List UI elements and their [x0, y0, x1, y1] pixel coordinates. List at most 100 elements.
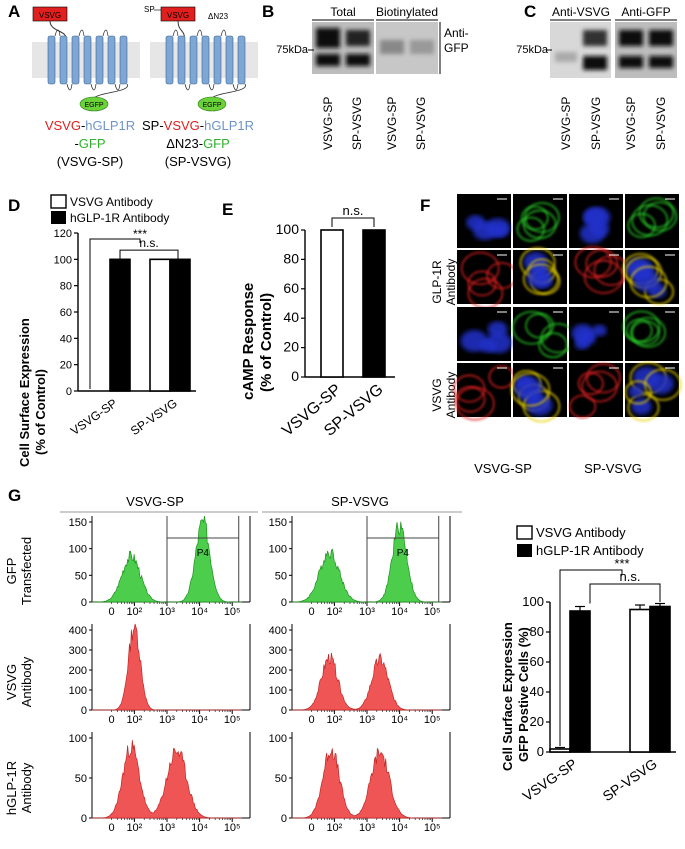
hist-x-tick-label: 10⁴	[391, 714, 408, 726]
panel-letter-g: G	[8, 486, 22, 505]
panel-letter-f: F	[420, 196, 431, 215]
micrograph-panel	[510, 363, 567, 423]
hist-x-tick-label: 10⁴	[191, 714, 208, 726]
hist-x-tick-label: 10⁴	[391, 822, 408, 834]
hist-x-tick-label: 0	[109, 606, 115, 618]
y-tick-label: 40	[283, 309, 299, 325]
membrane-stain	[453, 374, 486, 403]
vsvg-tag-left-label: VSVG	[39, 11, 61, 20]
membrane-stain	[524, 202, 560, 233]
hist-y-tick-label: 200	[269, 665, 287, 677]
legend-swatch-g-vsvg	[516, 525, 533, 540]
nucleus	[514, 377, 543, 400]
g-row3-label-2: Antibody	[19, 762, 34, 813]
bar	[569, 610, 591, 753]
bar	[169, 258, 191, 392]
micrograph-panel	[513, 247, 567, 304]
gate-label: P4	[197, 548, 210, 559]
part: SP-	[142, 118, 164, 133]
bar	[362, 229, 386, 378]
panel-letter-e: E	[222, 200, 234, 219]
panel-f-microscopy: GLP-1R Antibody VSVG Antibody VSVG-SP SP…	[430, 194, 682, 476]
receptor-diagram-right: SP VSVG ΔN23 EGFP SP-VSVG-hGLP1R ΔN23-GF…	[142, 5, 258, 169]
micrograph-panel	[453, 363, 515, 421]
bar	[149, 258, 171, 392]
y-tick-label: 20	[60, 360, 72, 372]
y-tick-label: 100	[522, 594, 544, 609]
y-tick-label: 20	[530, 714, 544, 729]
part: hGLP1R	[85, 118, 135, 133]
nucleus	[487, 321, 508, 338]
panel-d-bar-chart: VSVG Antibody hGLP-1R Antibody Cell Surf…	[17, 194, 196, 467]
hist-x-tick-label: 10²	[126, 822, 142, 834]
gate-label: P4	[397, 548, 410, 559]
panel-letter-b: B	[262, 2, 275, 21]
panel-letter-d: D	[8, 196, 21, 215]
hist-y-tick-label: 100	[69, 685, 87, 697]
histogram-area	[291, 747, 442, 819]
g-row1-label-1: GFP	[4, 558, 19, 585]
part: GFP	[203, 136, 230, 151]
egfp-left-label: EGFP	[84, 102, 103, 109]
histogram-area	[91, 740, 242, 819]
nucleus	[472, 221, 497, 241]
f-col-vsvg-sp: VSVG-SP	[474, 461, 532, 476]
bar	[649, 605, 671, 753]
hist-y-tick-label: 150	[69, 517, 87, 529]
hist-x-tick-label: 0	[109, 822, 115, 834]
receptor-diagram-left: VSVG EGFP VSVG-hGLP1R -GFP (VSVG-SP)	[32, 6, 140, 169]
membrane-stain	[642, 201, 678, 232]
panel-b-western-blot: Total Biotinylated 75kDa Anti- GFP VSVG-…	[276, 5, 468, 150]
part: VSVG	[45, 118, 81, 133]
hist-x-tick-label: 10⁵	[224, 606, 241, 618]
panel-a-schematic: VSVG EGFP VSVG-hGLP1R -GFP (VSVG-SP) S	[32, 5, 258, 169]
e-ylabel-2: (% of Control)	[258, 293, 275, 392]
membrane-stain	[624, 380, 652, 405]
membrane-stain	[510, 372, 551, 407]
membrane-stain	[586, 363, 621, 394]
micrograph-panel	[624, 362, 682, 422]
membrane-stain	[630, 317, 666, 348]
nucleus	[526, 394, 553, 416]
hist-y-tick-label: 50	[75, 570, 87, 582]
construct-right-line2: ΔN23-GFP	[166, 136, 230, 151]
micrograph-panel	[569, 194, 623, 248]
sig-label: ***	[614, 556, 629, 571]
hist-y-tick-label: 0	[281, 597, 287, 609]
construct-left-line1: VSVG-hGLP1R	[45, 118, 135, 133]
micrograph-panel	[512, 307, 576, 361]
nucleus	[526, 268, 551, 288]
hist-y-tick-label: 50	[75, 773, 87, 785]
hist-x-tick-label: 10⁴	[191, 606, 208, 618]
blot-b-lane-2: SP-VSVG	[350, 97, 364, 150]
hist-x-tick-label: 0	[309, 822, 315, 834]
egfp-left	[79, 96, 109, 112]
y-tick-label: 80	[60, 281, 72, 293]
f-row2-label-1: VSVG	[430, 378, 444, 411]
micrograph-bg	[569, 363, 623, 417]
micrograph-panel	[569, 246, 629, 304]
y-tick-label: 80	[283, 250, 299, 266]
blot-c-lane-3: VSVG-SP	[624, 97, 638, 150]
blot-b-lane-3: VSVG-SP	[385, 97, 399, 150]
nucleus	[574, 337, 590, 350]
legend-d-vsvg: VSVG Antibody	[70, 195, 153, 209]
hist-x-tick-label: 10³	[359, 822, 375, 834]
g-ylabel-2: GFP Postive Cells (%)	[516, 627, 531, 762]
legend-swatch-hglp	[51, 211, 66, 224]
membrane-stain	[522, 263, 559, 295]
hist-x-tick-label: 10³	[159, 822, 175, 834]
sig-bracket	[559, 569, 623, 746]
x-tick-label: SP-VSVG	[128, 396, 180, 438]
nucleus	[460, 330, 488, 352]
nucleus	[631, 398, 652, 415]
f-row2-label-2: Antibody	[444, 372, 458, 419]
ns-bracket	[119, 249, 179, 260]
legend-g-vsvg: VSVG Antibody	[536, 525, 626, 540]
g-ylabel-1: Cell Surface Expression	[500, 622, 515, 771]
nucleus	[592, 324, 607, 337]
ns-label: n.s.	[620, 569, 641, 584]
micrograph-panel	[457, 307, 512, 361]
g-row2-label-1: VSVG	[4, 664, 19, 700]
bar	[109, 258, 131, 392]
